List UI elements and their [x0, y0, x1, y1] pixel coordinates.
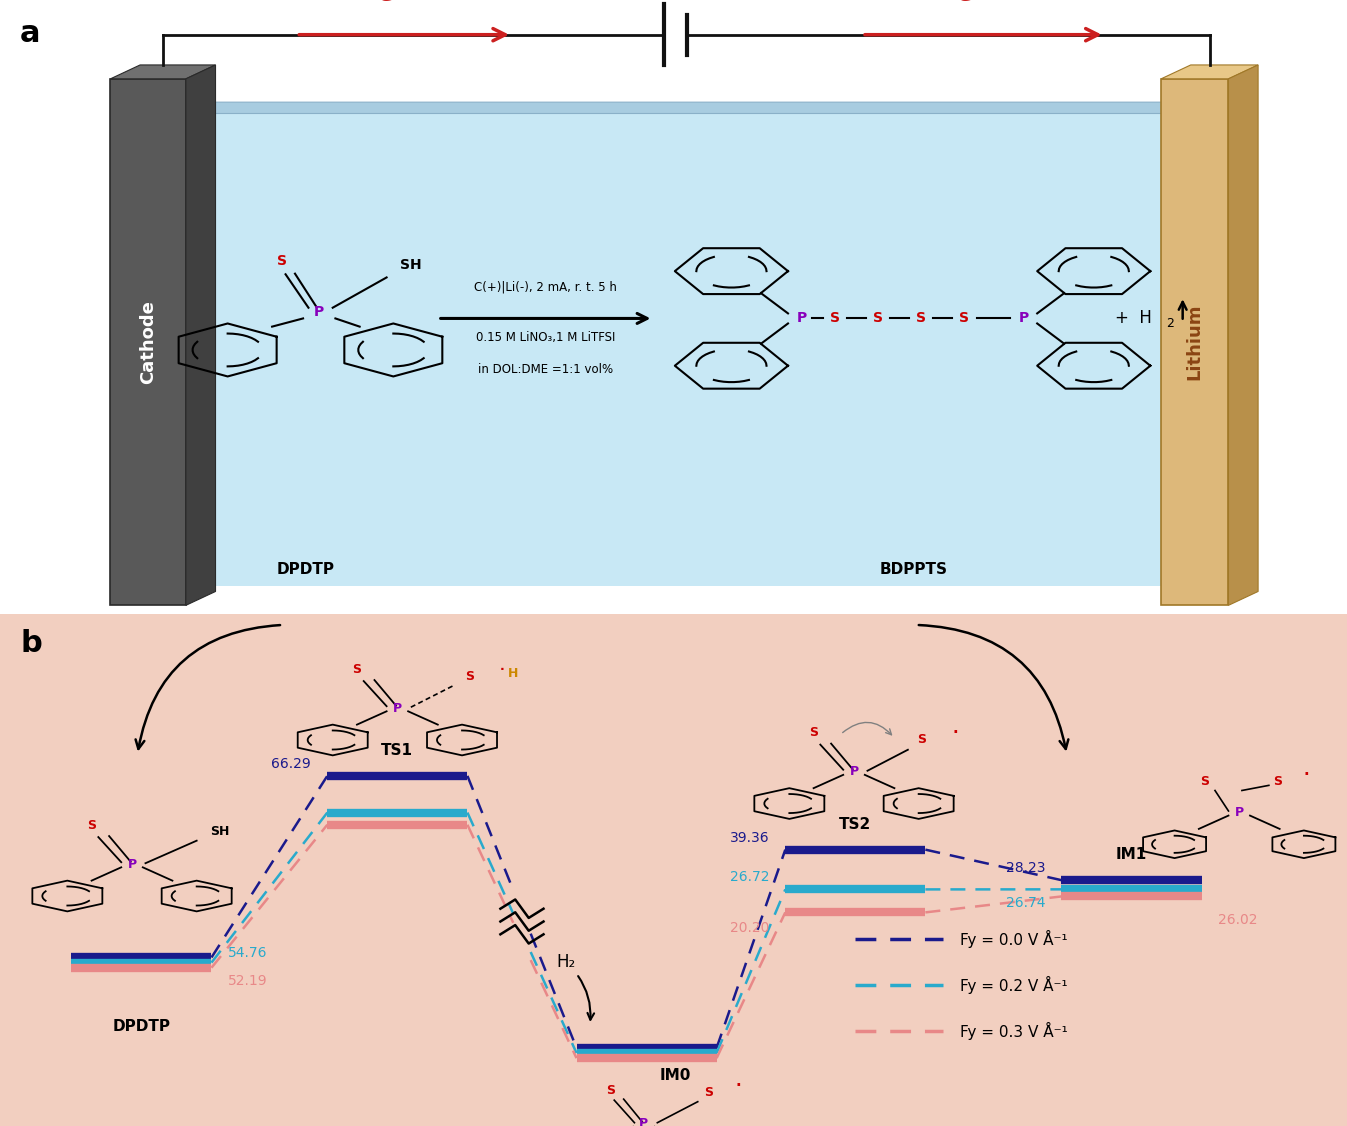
Text: 52.19: 52.19: [228, 974, 267, 989]
Text: b: b: [20, 629, 42, 658]
Text: 26.02: 26.02: [1218, 913, 1257, 927]
Text: S: S: [465, 670, 474, 682]
Text: ·: ·: [1304, 767, 1309, 781]
Bar: [1161, 79, 1228, 606]
Text: C(+)|Li(-), 2 mA, r. t. 5 h: C(+)|Li(-), 2 mA, r. t. 5 h: [474, 280, 617, 293]
Text: DPDTP: DPDTP: [276, 562, 335, 577]
Text: P: P: [850, 766, 858, 778]
Text: ·: ·: [952, 725, 958, 740]
Text: DPDTP: DPDTP: [112, 1019, 171, 1034]
Bar: [110, 79, 186, 606]
Text: S: S: [810, 726, 818, 740]
Text: S: S: [1200, 775, 1210, 788]
Text: P: P: [1235, 806, 1243, 819]
Text: S: S: [959, 312, 970, 325]
Text: 20.20: 20.20: [730, 921, 769, 936]
Text: in DOL:DME =1:1 vol%: in DOL:DME =1:1 vol%: [478, 363, 613, 376]
Polygon shape: [1228, 65, 1258, 606]
Text: S: S: [917, 733, 927, 747]
Text: H₂: H₂: [556, 953, 594, 1020]
Text: TS2: TS2: [839, 816, 872, 832]
Text: P: P: [796, 312, 807, 325]
Polygon shape: [141, 114, 1233, 587]
Text: S: S: [873, 312, 884, 325]
Text: BDPPTS: BDPPTS: [880, 562, 947, 577]
Text: S: S: [88, 819, 96, 832]
Text: 2: 2: [1167, 318, 1175, 330]
Text: S: S: [1273, 775, 1282, 788]
Text: a: a: [20, 19, 40, 48]
Text: SH: SH: [210, 824, 229, 838]
Text: SH: SH: [400, 258, 422, 272]
Text: P: P: [393, 701, 401, 715]
Text: P: P: [640, 1117, 648, 1126]
Text: +  H: + H: [1115, 310, 1152, 328]
Text: 39.36: 39.36: [730, 831, 769, 844]
Text: Fy = 0.2 V Å⁻¹: Fy = 0.2 V Å⁻¹: [960, 976, 1068, 994]
Text: Fy = 0.0 V Å⁻¹: Fy = 0.0 V Å⁻¹: [960, 930, 1068, 948]
Text: S: S: [704, 1087, 714, 1099]
Text: S: S: [830, 312, 841, 325]
Text: 26.74: 26.74: [1006, 896, 1045, 910]
Text: TS1: TS1: [381, 743, 414, 758]
Text: Lithium: Lithium: [1185, 304, 1204, 381]
Text: Fy = 0.3 V Å⁻¹: Fy = 0.3 V Å⁻¹: [960, 1022, 1068, 1040]
Text: 0.15 M LiNO₃,1 M LiTFSI: 0.15 M LiNO₃,1 M LiTFSI: [475, 331, 616, 345]
Text: 66.29: 66.29: [271, 757, 311, 770]
Text: S: S: [916, 312, 927, 325]
Polygon shape: [110, 65, 216, 79]
Text: P: P: [314, 305, 325, 319]
Text: 28.23: 28.23: [1006, 861, 1045, 875]
Text: P: P: [1018, 312, 1029, 325]
Polygon shape: [1161, 65, 1258, 79]
Text: S: S: [353, 663, 361, 676]
Polygon shape: [1233, 102, 1257, 587]
Text: ·: ·: [500, 663, 505, 676]
Polygon shape: [186, 65, 216, 606]
Text: IM1: IM1: [1115, 847, 1148, 863]
Text: IM0: IM0: [660, 1069, 691, 1083]
Text: 54.76: 54.76: [228, 946, 267, 960]
Polygon shape: [141, 102, 1257, 114]
Text: ·: ·: [735, 1078, 741, 1093]
Text: e-: e-: [377, 0, 404, 7]
Text: S: S: [276, 254, 287, 268]
Text: H: H: [508, 667, 519, 680]
Text: e-: e-: [956, 0, 983, 7]
Text: S: S: [606, 1083, 614, 1097]
Text: Cathode: Cathode: [139, 301, 158, 384]
Text: P: P: [128, 858, 136, 870]
Text: 26.72: 26.72: [730, 870, 769, 884]
